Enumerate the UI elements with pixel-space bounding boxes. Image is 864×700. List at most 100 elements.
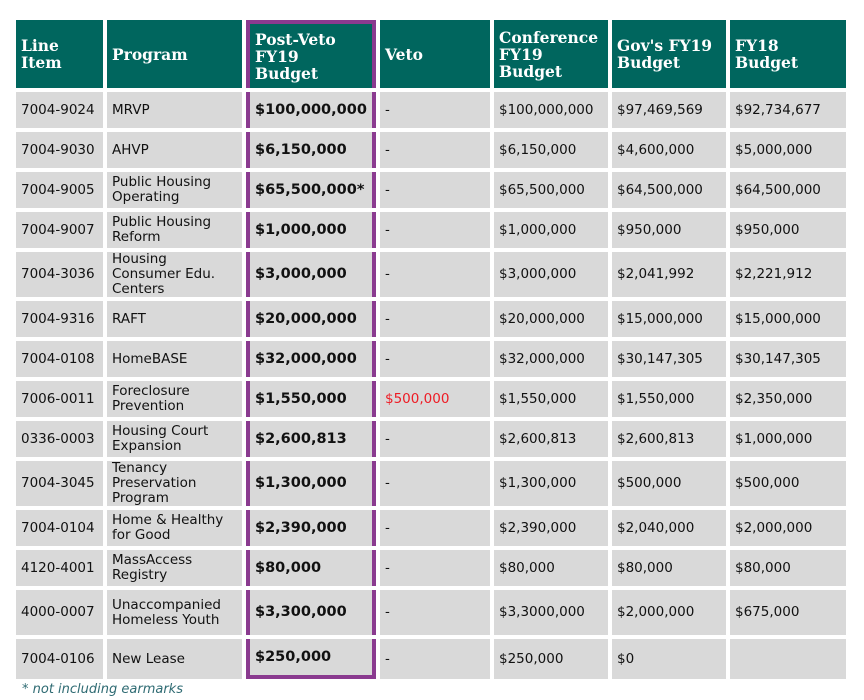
cell-post-veto-budget: $100,000,000 (246, 92, 376, 128)
cell-conference-budget: $250,000 (494, 639, 608, 679)
cell-fy18-budget: $2,000,000 (730, 510, 846, 546)
cell-line-item: 7004-0106 (16, 639, 103, 679)
cell-gov-budget: $0 (612, 639, 726, 679)
table-row: 4000-0007 Unaccompanied Homeless Youth $3,… (16, 590, 846, 635)
cell-gov-budget: $1,550,000 (612, 381, 726, 417)
cell-gov-budget: $80,000 (612, 550, 726, 586)
cell-program: HomeBASE (107, 341, 242, 377)
cell-veto: - (380, 639, 490, 679)
header-fy18-budget: FY18 Budget (730, 20, 846, 88)
cell-fy18-budget: $30,147,305 (730, 341, 846, 377)
cell-line-item: 4120-4001 (16, 550, 103, 586)
cell-program: MRVP (107, 92, 242, 128)
header-veto: Veto (380, 20, 490, 88)
cell-post-veto-budget: $1,550,000 (246, 381, 376, 417)
cell-gov-budget: $950,000 (612, 212, 726, 248)
cell-fy18-budget: $500,000 (730, 461, 846, 506)
cell-veto: - (380, 590, 490, 635)
cell-gov-budget: $2,000,000 (612, 590, 726, 635)
cell-veto: - (380, 510, 490, 546)
header-conference-budget: Conference FY19 Budget (494, 20, 608, 88)
cell-post-veto-budget: $3,000,000 (246, 252, 376, 297)
cell-veto: - (380, 461, 490, 506)
table-row: 7004-9316 RAFT $20,000,000- $20,000,000 $15,… (16, 301, 846, 337)
budget-table: Line Item Program Post-Veto FY19 Budget … (12, 16, 850, 683)
cell-line-item: 7004-3045 (16, 461, 103, 506)
cell-line-item: 7004-9316 (16, 301, 103, 337)
cell-fy18-budget: $2,350,000 (730, 381, 846, 417)
cell-program: Unaccompanied Homeless Youth (107, 590, 242, 635)
cell-veto: - (380, 172, 490, 208)
cell-conference-budget: $6,150,000 (494, 132, 608, 168)
cell-veto: $500,000 (380, 381, 490, 417)
table-row: 0336-0003 Housing Court Expansion $2,600,8… (16, 421, 846, 457)
table-row: 7004-9007 Public Housing Reform $1,000,000… (16, 212, 846, 248)
cell-veto: - (380, 212, 490, 248)
table-row: 7004-9030 AHVP $6,150,000- $6,150,000 $4,600… (16, 132, 846, 168)
cell-fy18-budget: $5,000,000 (730, 132, 846, 168)
cell-veto: - (380, 92, 490, 128)
cell-gov-budget: $4,600,000 (612, 132, 726, 168)
cell-post-veto-budget: $250,000 (246, 639, 376, 679)
cell-conference-budget: $1,550,000 (494, 381, 608, 417)
cell-post-veto-budget: $20,000,000 (246, 301, 376, 337)
cell-fy18-budget: $64,500,000 (730, 172, 846, 208)
cell-post-veto-budget: $1,300,000 (246, 461, 376, 506)
cell-post-veto-budget: $1,000,000 (246, 212, 376, 248)
cell-fy18-budget (730, 639, 846, 679)
table-row: 7004-0104 Home & Healthy for Good $2,390,0… (16, 510, 846, 546)
cell-veto: - (380, 252, 490, 297)
header-line-item: Line Item (16, 20, 103, 88)
cell-line-item: 7004-9024 (16, 92, 103, 128)
cell-program: MassAccess Registry (107, 550, 242, 586)
header-gov-budget: Gov's FY19 Budget (612, 20, 726, 88)
table-row: 7004-9024 MRVP $100,000,000- $100,000,000 $9… (16, 92, 846, 128)
cell-line-item: 7004-9007 (16, 212, 103, 248)
cell-fy18-budget: $675,000 (730, 590, 846, 635)
cell-conference-budget: $3,3000,000 (494, 590, 608, 635)
cell-program: Foreclosure Prevention (107, 381, 242, 417)
cell-line-item: 0336-0003 (16, 421, 103, 457)
table-row: 7004-9005 Public Housing Operating $65,500… (16, 172, 846, 208)
cell-post-veto-budget: $2,600,813 (246, 421, 376, 457)
cell-conference-budget: $1,000,000 (494, 212, 608, 248)
table-row: 7004-3045 Tenancy Preservation Program $1,… (16, 461, 846, 506)
cell-fy18-budget: $2,221,912 (730, 252, 846, 297)
cell-line-item: 7004-9030 (16, 132, 103, 168)
cell-fy18-budget: $15,000,000 (730, 301, 846, 337)
cell-conference-budget: $65,500,000 (494, 172, 608, 208)
cell-veto: - (380, 341, 490, 377)
cell-gov-budget: $2,040,000 (612, 510, 726, 546)
cell-veto: - (380, 421, 490, 457)
header-post-veto-budget: Post-Veto FY19 Budget (246, 20, 376, 88)
table-row: 7004-0108 HomeBASE $32,000,000- $32,000,000… (16, 341, 846, 377)
cell-veto: - (380, 301, 490, 337)
cell-fy18-budget: $950,000 (730, 212, 846, 248)
table-row: 4120-4001 MassAccess Registry $80,000 - $80,… (16, 550, 846, 586)
cell-gov-budget: $2,600,813 (612, 421, 726, 457)
cell-program: Tenancy Preservation Program (107, 461, 242, 506)
cell-gov-budget: $500,000 (612, 461, 726, 506)
cell-conference-budget: $100,000,000 (494, 92, 608, 128)
cell-gov-budget: $30,147,305 (612, 341, 726, 377)
cell-conference-budget: $3,000,000 (494, 252, 608, 297)
cell-conference-budget: $2,600,813 (494, 421, 608, 457)
table-row: 7004-0106 New Lease $250,000- $250,000 $0 (16, 639, 846, 679)
cell-veto: - (380, 132, 490, 168)
cell-fy18-budget: $1,000,000 (730, 421, 846, 457)
cell-program: Home & Healthy for Good (107, 510, 242, 546)
cell-line-item: 4000-0007 (16, 590, 103, 635)
table-row: 7004-3036 Housing Consumer Edu. Centers $3… (16, 252, 846, 297)
cell-line-item: 7004-0104 (16, 510, 103, 546)
footnote: * not including earmarks (22, 682, 183, 697)
cell-line-item: 7004-0108 (16, 341, 103, 377)
cell-conference-budget: $32,000,000 (494, 341, 608, 377)
cell-line-item: 7004-3036 (16, 252, 103, 297)
cell-post-veto-budget: $3,300,000 (246, 590, 376, 635)
cell-fy18-budget: $80,000 (730, 550, 846, 586)
cell-fy18-budget: $92,734,677 (730, 92, 846, 128)
cell-veto: - (380, 550, 490, 586)
cell-line-item: 7004-9005 (16, 172, 103, 208)
cell-line-item: 7006-0011 (16, 381, 103, 417)
cell-program: AHVP (107, 132, 242, 168)
